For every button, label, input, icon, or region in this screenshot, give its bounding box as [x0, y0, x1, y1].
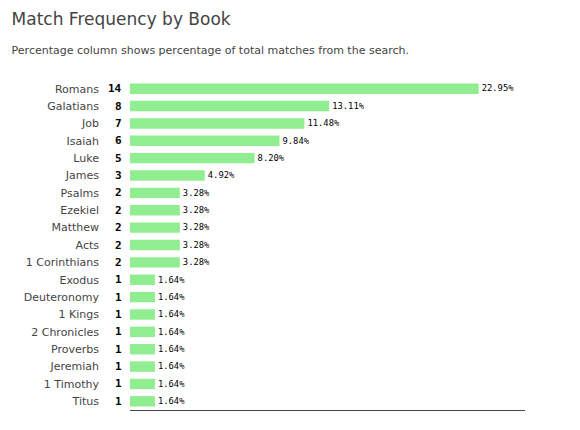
svg-text:Exodus: Exodus	[59, 274, 99, 287]
svg-text:22.95%: 22.95%	[482, 83, 514, 93]
svg-text:1: 1	[115, 360, 122, 373]
svg-text:9.84%: 9.84%	[283, 136, 310, 146]
svg-text:3.28%: 3.28%	[183, 188, 210, 198]
svg-text:1: 1	[115, 273, 122, 286]
svg-text:Jeremiah: Jeremiah	[49, 360, 99, 373]
svg-text:8.20%: 8.20%	[258, 153, 285, 163]
svg-text:Acts: Acts	[76, 239, 100, 252]
svg-text:3.28%: 3.28%	[183, 240, 210, 250]
svg-text:Galatians: Galatians	[47, 100, 99, 113]
svg-text:Romans: Romans	[55, 83, 99, 96]
svg-text:Isaiah: Isaiah	[67, 135, 100, 148]
svg-text:2 Chronicles: 2 Chronicles	[31, 326, 99, 339]
svg-text:1: 1	[115, 308, 122, 321]
svg-text:Job: Job	[81, 117, 99, 130]
svg-text:3.28%: 3.28%	[183, 222, 210, 232]
svg-text:8: 8	[115, 100, 122, 113]
svg-text:1.64%: 1.64%	[158, 344, 185, 354]
svg-text:2: 2	[115, 186, 122, 199]
svg-text:2: 2	[115, 221, 122, 234]
svg-text:2: 2	[115, 239, 122, 252]
svg-text:1: 1	[115, 325, 122, 338]
svg-text:1.64%: 1.64%	[158, 396, 185, 406]
svg-text:11.48%: 11.48%	[307, 118, 339, 128]
svg-text:James: James	[65, 169, 99, 182]
svg-text:1.64%: 1.64%	[158, 361, 185, 371]
svg-text:1.64%: 1.64%	[158, 292, 185, 302]
svg-text:1.64%: 1.64%	[158, 327, 185, 337]
svg-text:Percentage column shows percen: Percentage column shows percentage of to…	[12, 44, 409, 57]
svg-text:1: 1	[115, 291, 122, 304]
svg-text:Ezekiel: Ezekiel	[60, 204, 99, 217]
svg-text:1: 1	[115, 395, 122, 408]
svg-text:7: 7	[115, 117, 122, 130]
svg-text:Titus: Titus	[72, 395, 100, 408]
svg-text:6: 6	[115, 134, 122, 147]
svg-text:1 Corinthians: 1 Corinthians	[26, 256, 100, 269]
svg-text:1.64%: 1.64%	[158, 379, 185, 389]
svg-text:1: 1	[115, 343, 122, 356]
svg-text:4.92%: 4.92%	[208, 170, 235, 180]
svg-text:Match Frequency by Book: Match Frequency by Book	[12, 9, 231, 29]
svg-text:1: 1	[115, 377, 122, 390]
svg-text:3: 3	[115, 169, 122, 182]
svg-text:Proverbs: Proverbs	[51, 343, 99, 356]
svg-text:1.64%: 1.64%	[158, 275, 185, 285]
svg-text:14: 14	[108, 82, 122, 95]
svg-text:2: 2	[115, 204, 122, 217]
svg-text:1 Kings: 1 Kings	[59, 308, 100, 321]
svg-text:Luke: Luke	[73, 152, 99, 165]
svg-text:13.11%: 13.11%	[332, 101, 364, 111]
svg-text:2: 2	[115, 256, 122, 269]
svg-text:1 Timothy: 1 Timothy	[44, 378, 100, 391]
svg-text:Matthew: Matthew	[51, 221, 99, 234]
svg-text:1.64%: 1.64%	[158, 309, 185, 319]
svg-text:3.28%: 3.28%	[183, 205, 210, 215]
svg-text:Psalms: Psalms	[61, 187, 100, 200]
svg-text:5: 5	[115, 152, 122, 165]
svg-text:3.28%: 3.28%	[183, 257, 210, 267]
svg-text:Deuteronomy: Deuteronomy	[24, 291, 100, 304]
